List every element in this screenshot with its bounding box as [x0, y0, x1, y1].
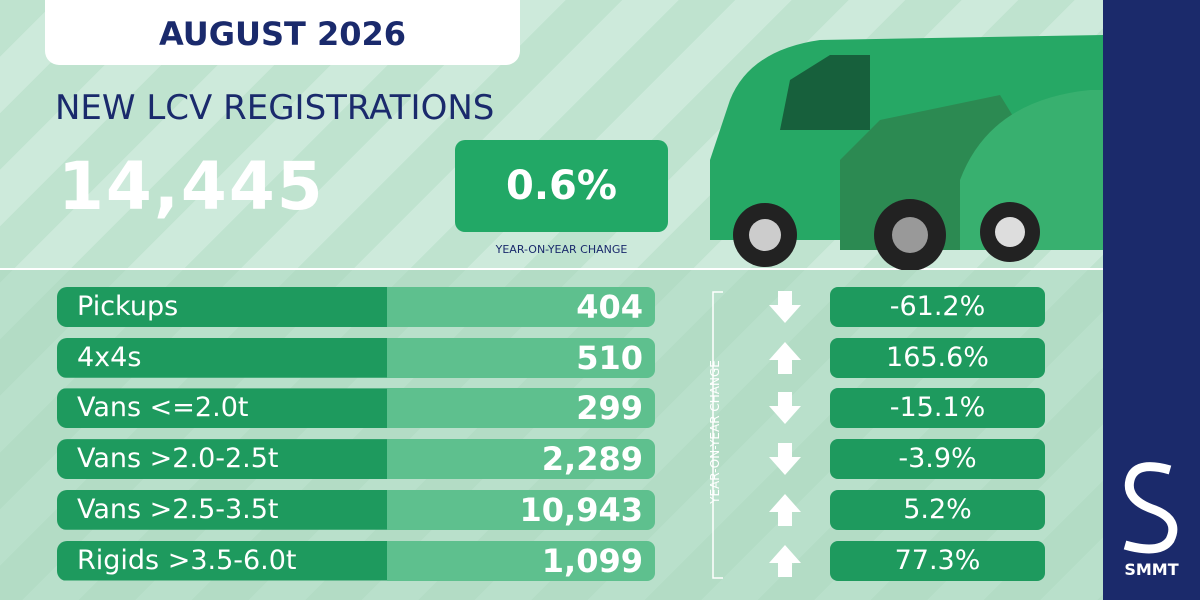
vehicle-illustration: [710, 35, 1103, 270]
units: 10,943: [387, 489, 655, 530]
change-arrow: [767, 543, 803, 583]
change: -15.1%: [830, 388, 1045, 429]
change-arrow: [767, 441, 803, 481]
units: 299: [387, 388, 655, 429]
table-row: Pickups 404 -61.2%: [57, 287, 1047, 327]
headline-change-label: YEAR-ON-YEAR CHANGE: [495, 243, 628, 256]
change-arrow: [767, 289, 803, 329]
table-row: Vans >2.5-3.5t 10,943 5.2%: [57, 489, 1047, 532]
units: 1,099: [387, 540, 655, 581]
change: 77.3%: [830, 540, 1045, 581]
category: Vans <=2.0t: [57, 388, 387, 429]
category: Pickups: [57, 287, 387, 327]
change-arrow: [767, 492, 803, 532]
table-row: 4x4s 510 165.6%: [57, 337, 1047, 380]
category: Vans >2.0-2.5t: [57, 439, 387, 480]
brand-logo: [1123, 462, 1178, 554]
change: -61.2%: [830, 287, 1045, 327]
change: -3.9%: [830, 439, 1045, 480]
headline-total: 14,445: [58, 148, 325, 225]
table-row: Vans <=2.0t 299 -15.1%: [57, 388, 1047, 430]
headline-change: 0.6%: [455, 140, 668, 232]
category: Rigids >3.5-6.0t: [57, 540, 387, 581]
table-row: Rigids >3.5-6.0t 1,099 77.3%: [57, 540, 1047, 583]
change: 165.6%: [830, 337, 1045, 378]
units: 2,289: [387, 439, 655, 480]
category: 4x4s: [57, 337, 387, 378]
brand-name: SMMT: [1124, 560, 1179, 579]
category: Vans >2.5-3.5t: [57, 489, 387, 530]
change-arrow: [767, 390, 803, 430]
table-row: Vans >2.0-2.5t 2,289 -3.9%: [57, 439, 1047, 481]
title: AUGUST 2026: [45, 0, 520, 65]
bracket: [712, 291, 723, 579]
units: 510: [387, 337, 655, 378]
units: 404: [387, 287, 655, 327]
change-arrow: [767, 340, 803, 380]
change: 5.2%: [830, 489, 1045, 530]
headline-label: NEW LCV REGISTRATIONS: [55, 88, 495, 128]
brand-strip: [1103, 0, 1200, 600]
